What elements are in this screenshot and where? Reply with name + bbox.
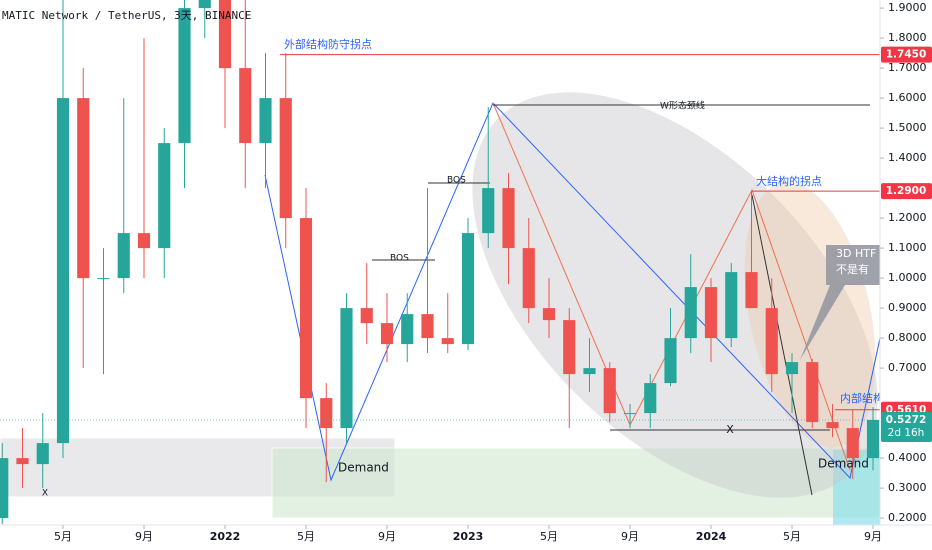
candle-body [806,362,819,423]
candle-body [259,98,272,144]
price-label: 1.2900 [886,185,927,197]
x-tick-label: 5月 [540,530,558,543]
candle-body [644,383,657,414]
candle-body [218,0,232,69]
x-tick-label: 5月 [783,530,801,543]
candle-body [77,98,90,279]
price-axis [880,0,932,550]
price-label-box [881,183,932,200]
y-tick-label: 1.6000 [888,91,927,104]
candle-body [299,218,313,399]
candle-body [563,320,576,375]
candle-body [117,233,130,279]
candle-body [522,248,535,309]
candle-body [745,272,758,309]
candle-body [137,233,151,249]
candle-body [421,314,434,339]
annotation: 外部结构防守拐点 [284,37,372,51]
y-tick-label: 1.9000 [888,1,927,14]
y-tick-label: 0.2000 [888,511,927,524]
y-tick-label: 1.8000 [888,31,927,44]
drawings [0,92,880,525]
x-tick-label: 5月 [54,530,72,543]
x-tick-label: 2023 [453,530,484,543]
y-tick-label: 1.0000 [888,271,927,284]
annotation: X [726,423,734,436]
price-label: 1.7450 [886,49,927,61]
annotation: X [42,489,48,499]
y-tick-label: 0.3000 [888,481,927,494]
candle-body [664,338,677,384]
candles [0,0,880,525]
candle-body [785,362,799,375]
current-price-label: 0.5272 [886,414,927,426]
candle-body [765,308,778,375]
candle-body [826,422,839,429]
candle-body [0,458,9,519]
y-tick-label: 1.4000 [888,151,927,164]
annotation: Demand [338,461,389,475]
chart-title: MATIC Network / TetherUS, 3天, BINANCE [2,9,251,22]
candle-body [239,68,252,144]
candle-body [461,233,475,345]
candle-body [279,98,292,219]
candle-body [441,338,454,345]
countdown: 2d 16h [888,427,925,439]
y-tick-label: 0.8000 [888,331,927,344]
y-tick-label: 1.5000 [888,121,927,134]
candle-body [583,368,596,375]
candle-body [198,0,211,9]
candle-body [320,398,333,429]
candle-body [340,308,353,429]
price-label-box [881,46,932,63]
candle-body [380,323,394,345]
candle-body [684,287,697,339]
candle-body [866,419,880,459]
annotation: 内部结构 [840,391,884,405]
x-tick-label: 2024 [696,530,727,543]
y-tick-label: 0.4000 [888,451,927,464]
x-tick-label: 5月 [297,530,315,543]
candle-body [178,8,191,144]
annotation: 不是有 [836,262,869,276]
annotation: BOS [447,176,466,186]
x-tick-label: 9月 [135,530,153,543]
annotation: BOS [390,254,409,264]
overlay: 外部结构防守拐点 W形态颈线 BOS BOS 大结构的拐点 X X Demand Demand 3… [0,37,884,499]
annotation: 3D HTF [836,247,876,260]
candle-body [97,278,110,280]
candle-body [704,287,718,339]
candle-body [603,368,616,414]
candle-body [36,443,49,465]
y-tick-label: 0.7000 [888,361,927,374]
x-tick-label: 9月 [621,530,639,543]
candle-body [725,272,738,339]
y-tick-label: 1.7000 [888,61,927,74]
candle-body [623,413,637,415]
candle-body [360,308,373,324]
candle-body [56,98,70,444]
candle-body [542,308,556,321]
candle-body [502,188,515,249]
candle-body [482,188,495,234]
candle-body [16,458,29,465]
annotation: W形态颈线 [660,100,705,112]
candle-body [401,314,414,345]
y-tick-label: 1.1000 [888,241,927,254]
y-tick-label: 1.2000 [888,211,927,224]
x-tick-label: 2022 [210,530,241,543]
candle-body [158,143,171,249]
current-price-box [881,411,932,442]
candle-body [846,428,859,459]
x-tick-label: 9月 [864,530,882,543]
annotation: Demand [818,457,869,471]
y-tick-label: 0.9000 [888,301,927,314]
annotation: 大结构的拐点 [756,174,822,188]
x-tick-label: 9月 [378,530,396,543]
